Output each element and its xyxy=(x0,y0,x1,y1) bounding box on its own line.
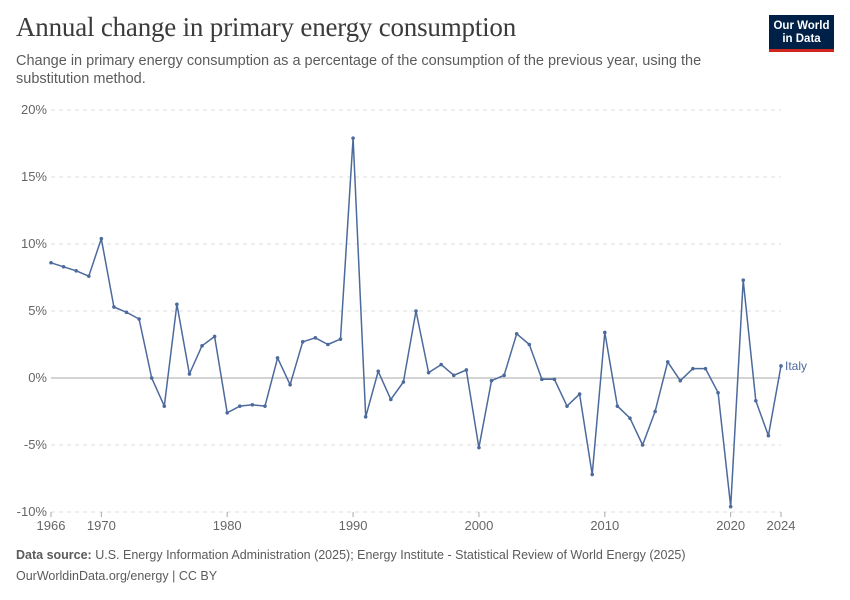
data-point[interactable] xyxy=(124,310,129,315)
data-point[interactable] xyxy=(112,305,116,309)
data-point[interactable] xyxy=(716,390,720,395)
series-italy: Italy xyxy=(49,136,807,509)
data-point[interactable] xyxy=(300,340,305,344)
y-tick-label: 10% xyxy=(21,236,47,251)
data-point[interactable] xyxy=(275,356,280,360)
y-tick-label: 15% xyxy=(21,169,47,184)
data-point[interactable] xyxy=(640,443,645,447)
y-tick-label: -5% xyxy=(24,437,48,452)
data-point[interactable] xyxy=(149,376,154,380)
data-point[interactable] xyxy=(477,445,481,450)
data-point[interactable] xyxy=(754,398,758,403)
data-point[interactable] xyxy=(665,360,670,364)
chart-subtitle: Change in primary energy consumption as … xyxy=(16,53,702,87)
x-tick-label: 1966 xyxy=(37,518,66,533)
data-point[interactable] xyxy=(527,342,532,347)
data-point[interactable] xyxy=(74,269,78,273)
data-point[interactable] xyxy=(577,392,582,396)
data-point[interactable] xyxy=(137,317,141,321)
data-point[interactable] xyxy=(187,372,192,376)
data-point[interactable] xyxy=(86,274,91,278)
data-point[interactable] xyxy=(502,373,506,378)
y-axis-labels: -10% -5% 0% 5% 10% 15% 20% xyxy=(17,102,48,519)
license-text: | CC BY xyxy=(172,569,218,583)
data-point[interactable] xyxy=(615,404,620,408)
data-point[interactable] xyxy=(766,433,771,438)
data-point[interactable] xyxy=(565,404,569,408)
data-point[interactable] xyxy=(590,472,595,477)
data-point[interactable] xyxy=(200,344,204,348)
data-point[interactable] xyxy=(99,236,104,241)
logo-line-2: in Data xyxy=(782,33,821,45)
data-point[interactable] xyxy=(225,411,230,415)
x-tick-label: 2000 xyxy=(464,518,493,533)
data-point[interactable] xyxy=(313,336,318,340)
data-point[interactable] xyxy=(426,370,431,375)
data-point[interactable] xyxy=(741,278,746,282)
x-tick-label: 2024 xyxy=(767,518,796,533)
y-tick-label: -10% xyxy=(17,504,48,519)
grid-lines xyxy=(51,109,781,513)
data-point[interactable] xyxy=(212,334,217,339)
data-point[interactable] xyxy=(49,260,53,265)
data-point[interactable] xyxy=(326,342,330,347)
data-point[interactable] xyxy=(464,368,469,372)
data-point[interactable] xyxy=(489,378,494,383)
series-line[interactable] xyxy=(50,137,782,508)
owid-logo[interactable]: Our World in Data xyxy=(769,15,834,52)
line-chart: -10% -5% 0% 5% 10% 15% 20% 1966 1970 1980 1990 200… xyxy=(17,102,807,533)
data-point[interactable] xyxy=(540,377,544,382)
data-point[interactable] xyxy=(376,369,381,374)
data-point[interactable] xyxy=(653,409,657,414)
y-tick-label: 0% xyxy=(28,370,47,385)
data-point[interactable] xyxy=(514,331,519,336)
source-link[interactable]: OurWorldinData.org/energy xyxy=(16,569,169,583)
data-point[interactable] xyxy=(389,397,393,402)
data-point[interactable] xyxy=(338,337,343,341)
data-point[interactable] xyxy=(552,377,557,382)
logo-line-1: Our World xyxy=(773,20,830,32)
x-axis-labels: 1966 1970 1980 1990 2000 2010 2020 2024 xyxy=(37,512,796,533)
chart-title: Annual change in primary energy consumpt… xyxy=(16,12,517,42)
data-point[interactable] xyxy=(288,382,292,387)
data-point[interactable] xyxy=(703,366,708,371)
data-point[interactable] xyxy=(175,302,179,307)
data-source: Data source: U.S. Energy Information Adm… xyxy=(16,548,686,562)
y-tick-label: 5% xyxy=(28,303,47,318)
data-point[interactable] xyxy=(691,366,695,371)
data-point[interactable] xyxy=(250,403,255,407)
y-tick-label: 20% xyxy=(21,102,47,117)
data-point[interactable] xyxy=(678,378,683,383)
data-point[interactable] xyxy=(628,416,632,421)
x-tick-label: 2010 xyxy=(590,518,619,533)
data-point[interactable] xyxy=(602,330,607,335)
data-source-label: Data source: xyxy=(16,548,92,562)
data-source-text: U.S. Energy Information Administration (… xyxy=(95,548,686,562)
data-point[interactable] xyxy=(351,136,355,140)
data-point[interactable] xyxy=(779,364,783,368)
data-point[interactable] xyxy=(728,504,733,509)
data-point[interactable] xyxy=(439,362,443,367)
x-tick-label: 1990 xyxy=(339,518,368,533)
data-point[interactable] xyxy=(363,415,368,419)
data-point[interactable] xyxy=(237,404,242,408)
x-tick-label: 2020 xyxy=(716,518,745,533)
data-point[interactable] xyxy=(451,373,456,378)
data-point[interactable] xyxy=(162,404,167,408)
x-tick-label: 1970 xyxy=(87,518,116,533)
x-tick-label: 1980 xyxy=(213,518,242,533)
data-point[interactable] xyxy=(414,309,418,313)
series-label: Italy xyxy=(785,359,807,373)
data-point[interactable] xyxy=(263,404,267,408)
data-point[interactable] xyxy=(61,264,66,269)
license-line: OurWorldinData.org/energy | CC BY xyxy=(16,569,217,583)
data-point[interactable] xyxy=(401,380,406,384)
